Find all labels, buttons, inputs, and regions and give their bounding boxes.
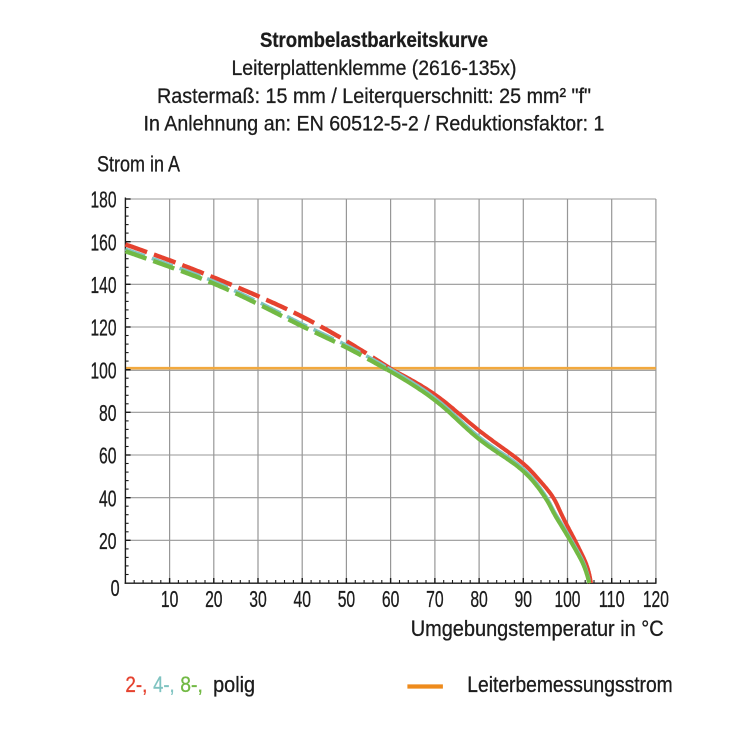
svg-text:180: 180 [91,187,117,213]
svg-text:110: 110 [599,586,625,612]
svg-text:Rastermaß: 15 mm / Leiterquers: Rastermaß: 15 mm / Leiterquerschnitt: 25… [157,85,591,108]
svg-text:160: 160 [91,229,117,255]
svg-text:Umgebungstemperatur in °C: Umgebungstemperatur in °C [411,616,664,641]
svg-text:8-,: 8-, [180,672,203,697]
svg-text:30: 30 [249,586,267,612]
svg-text:40: 40 [293,586,311,612]
svg-text:140: 140 [91,272,117,298]
svg-text:Strombelastbarkeitskurve: Strombelastbarkeitskurve [260,29,488,52]
svg-text:80: 80 [99,400,117,426]
svg-text:100: 100 [554,586,580,612]
svg-text:Leiterbemessungsstrom: Leiterbemessungsstrom [467,672,672,697]
svg-text:60: 60 [382,586,400,612]
svg-text:90: 90 [515,586,533,612]
svg-text:120: 120 [91,315,117,341]
svg-text:100: 100 [91,357,117,383]
svg-text:20: 20 [99,528,117,554]
svg-text:Strom in A: Strom in A [97,152,180,177]
svg-text:50: 50 [338,586,356,612]
svg-text:80: 80 [470,586,488,612]
svg-text:0: 0 [111,575,120,601]
svg-text:40: 40 [99,485,117,511]
svg-text:60: 60 [99,443,117,469]
svg-text:20: 20 [205,586,223,612]
svg-text:4-,: 4-, [153,672,175,697]
svg-text:10: 10 [161,586,179,612]
svg-text:polig: polig [213,672,255,697]
svg-text:70: 70 [426,586,444,612]
svg-text:Leiterplattenklemme (2616-135x: Leiterplattenklemme (2616-135x) [232,57,517,80]
svg-text:2-,: 2-, [125,672,147,697]
svg-text:In Anlehnung an: EN 60512-5-2: In Anlehnung an: EN 60512-5-2 / Reduktio… [144,113,605,136]
svg-text:120: 120 [643,586,669,612]
